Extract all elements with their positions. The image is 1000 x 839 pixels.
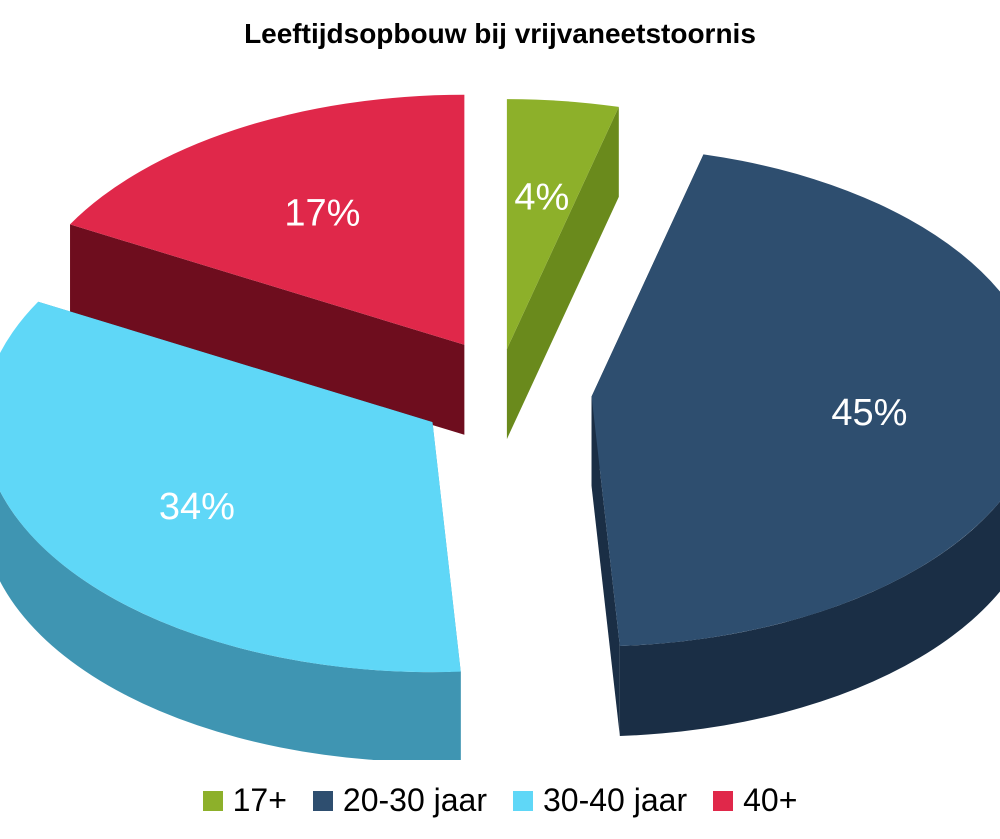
legend-label: 30-40 jaar xyxy=(543,782,688,818)
legend-label: 17+ xyxy=(232,782,287,818)
slice-value-label: 45% xyxy=(831,392,907,434)
legend-swatch xyxy=(513,790,533,811)
legend-item-20-30: 20-30 jaar xyxy=(312,782,487,819)
legend-swatch xyxy=(312,790,333,811)
slice-wall xyxy=(591,396,620,737)
chart-title: Leeftijdsopbouw bij vrijvaneetstoornis xyxy=(244,18,756,49)
legend-item-17plus: 17+ xyxy=(202,782,287,819)
slice-side xyxy=(0,491,461,760)
legend-label: 20-30 jaar xyxy=(342,782,487,818)
slice-wall xyxy=(506,106,619,440)
legend: 17+ 20-30 jaar 30-40 jaar 40+ xyxy=(0,782,1000,819)
legend-item-40plus: 40+ xyxy=(713,782,797,819)
slice-top xyxy=(591,154,1000,646)
slice-value-label: 34% xyxy=(159,486,235,528)
slice-17plus: 4% xyxy=(506,99,619,440)
slice-side xyxy=(619,501,1000,736)
slice-top xyxy=(0,301,461,673)
legend-swatch xyxy=(202,790,223,811)
slice-value-label: 4% xyxy=(514,176,569,218)
legend-label: 40+ xyxy=(743,782,798,818)
slice-40plus: 17% xyxy=(70,94,465,435)
slice-30-40: 34% xyxy=(0,301,461,760)
legend-item-30-40: 30-40 jaar xyxy=(513,782,687,819)
slice-value-label: 17% xyxy=(284,192,360,234)
slice-wall xyxy=(70,224,465,435)
pie-chart: 4% 17% 45% 34% xyxy=(0,94,1000,760)
legend-swatch xyxy=(713,790,734,811)
slice-top xyxy=(506,99,619,350)
slice-20-30: 45% xyxy=(591,154,1000,737)
slice-top xyxy=(70,94,465,345)
